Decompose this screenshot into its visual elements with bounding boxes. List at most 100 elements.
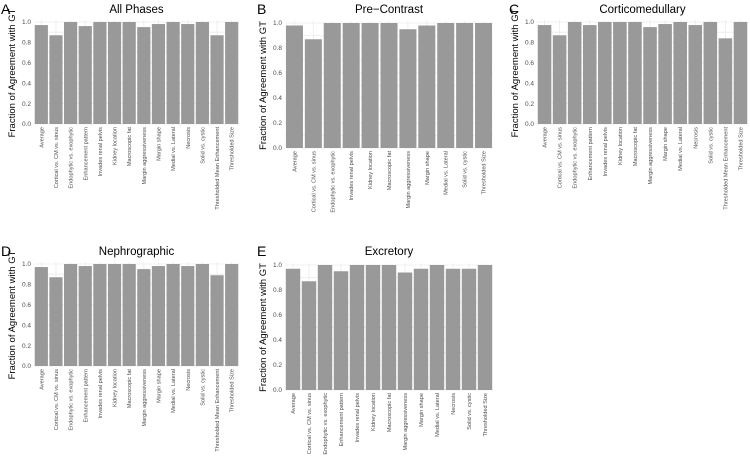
bar: [64, 22, 78, 124]
y-tick-label: 0.4: [22, 80, 31, 87]
x-tick-label: Kidney location: [618, 127, 624, 165]
x-tick-label: Endophytic vs. exophytic: [573, 127, 579, 189]
bar: [718, 38, 733, 124]
bar: [613, 22, 627, 124]
bar: [64, 264, 78, 366]
x-tick-label: Medial vs. Lateral: [435, 393, 441, 437]
bar: [49, 35, 63, 125]
x-tick-label: Average: [543, 127, 549, 148]
bar: [107, 264, 122, 366]
x-tick-label: Solid vs. cystic: [200, 369, 206, 406]
y-tick-label: 1.0: [525, 19, 534, 26]
panel-label: E: [257, 243, 266, 259]
bar: [195, 264, 209, 366]
bar: [445, 268, 461, 390]
bar: [210, 275, 224, 366]
x-tick-label: Macroscopic fat: [387, 151, 393, 191]
y-tick-label: 1.0: [273, 20, 282, 27]
chart-title: All Phases: [109, 4, 164, 16]
bar: [285, 25, 303, 148]
bar: [181, 266, 195, 366]
x-tick-label: Invades renal pelvis: [355, 393, 361, 443]
x-tick-label: Endophytic vs. exophytic: [330, 151, 336, 213]
panel-label: B: [257, 1, 266, 17]
x-tick-label: Margin shape: [156, 369, 162, 403]
x-tick-label: Margin aggressiveness: [142, 127, 148, 185]
x-tick-label: Necrosis: [186, 127, 192, 149]
bar: [361, 23, 379, 148]
bar: [333, 271, 349, 390]
bar: [688, 25, 703, 125]
x-tick-label: Necrosis: [693, 127, 699, 149]
bar: [537, 25, 552, 125]
bar: [210, 35, 224, 125]
bar: [107, 22, 122, 124]
bar: [456, 23, 474, 148]
bar: [301, 281, 317, 390]
x-tick-label: Thresholded Mean Enhancement: [215, 127, 221, 210]
bar: [397, 272, 413, 390]
y-tick-label: 0.8: [273, 287, 282, 294]
x-tick-label: Medial vs. Lateral: [678, 127, 684, 171]
bar: [323, 23, 341, 148]
x-tick-label: Average: [292, 151, 298, 172]
x-tick-label: Necrosis: [451, 393, 457, 415]
bar: [461, 268, 477, 390]
bar: [195, 22, 209, 124]
y-tick-label: 0.0: [22, 121, 31, 128]
x-tick-label: Thresholded Size: [482, 151, 488, 195]
bar: [137, 269, 151, 366]
x-tick-label: Cortical vs. CM vs. sinus: [558, 127, 564, 188]
bar: [34, 25, 48, 125]
y-tick-label: 0.0: [22, 363, 31, 370]
bar: [181, 24, 195, 124]
bar: [122, 264, 136, 366]
x-tick-label: Solid vs. cystic: [467, 393, 473, 430]
bar: [628, 22, 642, 124]
x-tick-label: Solid vs. cystic: [463, 151, 469, 188]
x-tick-label: Margin shape: [156, 127, 162, 161]
y-axis-label: Fraction of Agreement with GT: [7, 250, 18, 379]
bar: [598, 22, 612, 124]
x-tick-label: Enhancement pattern: [339, 393, 345, 447]
y-tick-label: 0.6: [273, 70, 282, 77]
x-tick-label: Endophytic vs. exophytic: [323, 393, 329, 455]
bar: [381, 265, 397, 390]
bar: [78, 266, 92, 366]
x-tick-label: Medial vs. Lateral: [444, 151, 450, 195]
y-tick-label: 1.0: [273, 262, 282, 269]
x-tick-label: Thresholded Size: [483, 393, 489, 437]
x-tick-label: Macroscopic fat: [127, 127, 133, 167]
x-tick-label: Medial vs. Lateral: [171, 369, 177, 413]
chart-panel-d: 0.0 0.2 0.4 0.6 0.8 1.0 Average Cortical vs. CM…: [1, 243, 239, 452]
x-tick-label: Invades renal pelvis: [98, 127, 104, 177]
x-tick-label: Margin shape: [419, 393, 425, 427]
y-tick-label: 0.2: [22, 343, 31, 350]
y-tick-label: 0.6: [273, 312, 282, 319]
x-tick-label: Margin aggressiveness: [403, 393, 409, 451]
y-tick-label: 0.4: [273, 95, 282, 102]
bar: [166, 264, 180, 366]
x-tick-label: Kidney location: [113, 127, 119, 165]
y-tick-label: 1.0: [22, 261, 31, 268]
bar: [552, 35, 567, 125]
x-tick-label: Kidney location: [368, 151, 374, 189]
bar: [285, 268, 301, 390]
bar: [49, 277, 63, 366]
y-tick-label: 0.8: [273, 45, 282, 52]
x-tick-label: Invades renal pelvis: [98, 369, 104, 419]
bar: [475, 23, 493, 148]
x-tick-label: Cortical vs. CM vs. sinus: [54, 127, 60, 188]
bar: [582, 25, 597, 125]
x-tick-label: Margin aggressiveness: [648, 127, 654, 185]
x-tick-label: Thresholded Size: [230, 369, 236, 413]
bar: [151, 266, 166, 366]
x-tick-label: Cortical vs. CM vs. sinus: [54, 369, 60, 430]
bar: [93, 264, 107, 366]
x-tick-label: Cortical vs. CM vs. sinus: [307, 393, 313, 454]
panel-label: A: [1, 1, 11, 17]
x-tick-label: Enhancement pattern: [588, 127, 594, 181]
x-tick-label: Endophytic vs. exophytic: [69, 127, 75, 189]
x-tick-label: Macroscopic fat: [633, 127, 639, 167]
